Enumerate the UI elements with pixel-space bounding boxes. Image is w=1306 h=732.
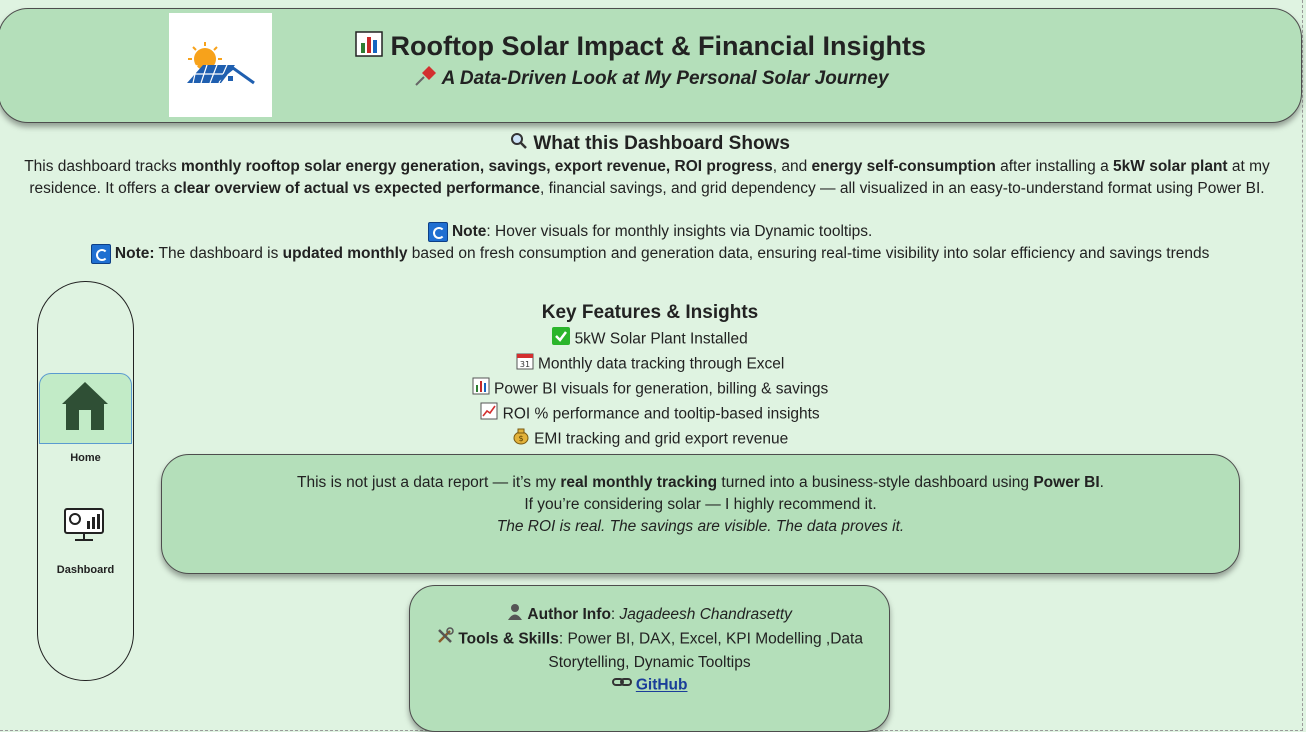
nav-home-button[interactable] bbox=[39, 373, 132, 444]
summary-callout: This is not just a data report — it’s my… bbox=[161, 454, 1240, 574]
home-icon bbox=[60, 380, 110, 437]
list-item: 31 Monthly data tracking through Excel bbox=[350, 352, 950, 377]
features-list: 5kW Solar Plant Installed 31 Monthly dat… bbox=[350, 327, 950, 452]
overview-description: This dashboard tracks monthly rooftop so… bbox=[24, 158, 1270, 197]
github-link[interactable]: GitHub bbox=[635, 676, 688, 694]
list-item: $ EMI tracking and grid export revenue bbox=[350, 427, 950, 452]
nav-panel: Home Dashboard bbox=[37, 281, 134, 681]
refresh-icon bbox=[90, 244, 111, 264]
nav-dashboard-label[interactable]: Dashboard bbox=[56, 564, 115, 576]
nav-dashboard-button[interactable] bbox=[63, 507, 108, 543]
callout-line-3: The ROI is real. The savings are visible… bbox=[496, 518, 905, 535]
pushpin-icon bbox=[413, 65, 437, 93]
list-item: 5kW Solar Plant Installed bbox=[350, 327, 950, 352]
update-note: Note: The dashboard is updated monthly b… bbox=[0, 244, 1300, 264]
page-title: Rooftop Solar Impact & Financial Insight… bbox=[355, 31, 935, 64]
calendar-icon: 31 bbox=[516, 352, 534, 377]
money-bag-icon: $ bbox=[512, 427, 530, 452]
author-card: Author Info: Jagadeesh Chandrasetty Tool… bbox=[409, 585, 890, 732]
check-mark-icon bbox=[552, 327, 571, 352]
tooltip-note: Note: Hover visuals for monthly insights… bbox=[0, 222, 1300, 242]
bar-chart-icon bbox=[355, 31, 383, 64]
nav-home-label[interactable]: Home bbox=[70, 452, 101, 464]
person-icon bbox=[507, 603, 523, 627]
monitor-chart-icon bbox=[63, 508, 107, 547]
header-banner: Rooftop Solar Impact & Financial Insight… bbox=[0, 8, 1302, 123]
callout-line-2: If you’re considering solar — I highly r… bbox=[524, 496, 877, 513]
page-subtitle: A Data-Driven Look at My Personal Solar … bbox=[413, 65, 933, 93]
solar-house-logo bbox=[169, 13, 272, 117]
svg-text:$: $ bbox=[518, 434, 523, 443]
tools-icon bbox=[436, 627, 454, 652]
features-heading: Key Features & Insights bbox=[541, 302, 759, 323]
trend-up-icon bbox=[480, 402, 498, 427]
list-item: ROI % performance and tooltip-based insi… bbox=[350, 402, 950, 427]
link-icon bbox=[611, 674, 632, 697]
refresh-icon bbox=[427, 222, 448, 242]
svg-text:31: 31 bbox=[520, 360, 530, 369]
bar-chart-icon bbox=[472, 377, 490, 402]
list-item: Power BI visuals for generation, billing… bbox=[350, 377, 950, 402]
magnifier-icon bbox=[510, 132, 528, 156]
overview-heading: What this Dashboard Shows bbox=[0, 132, 1300, 156]
